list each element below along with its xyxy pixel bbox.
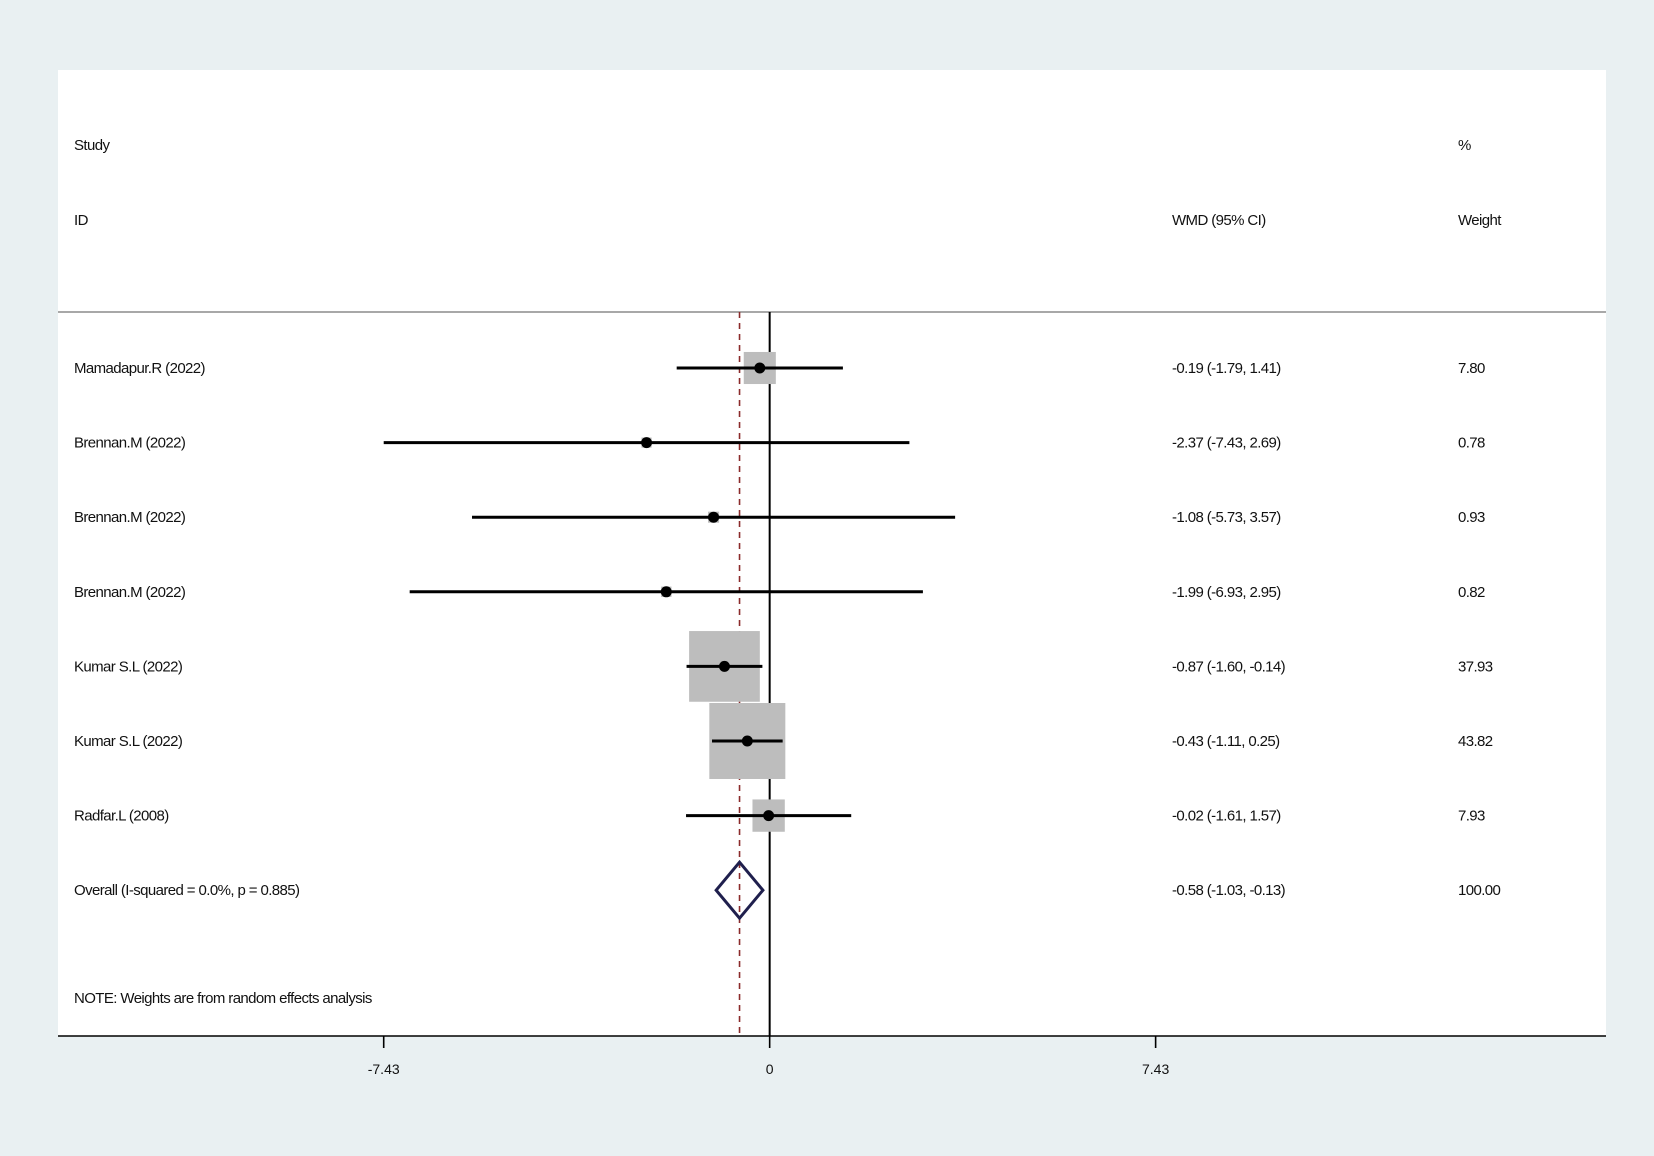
study-ci-text: -1.08 (-5.73, 3.57) bbox=[1172, 509, 1281, 526]
header-study: Study bbox=[74, 137, 110, 154]
study-label: Brennan.M (2022) bbox=[74, 509, 186, 526]
study-label: Radfar.L (2008) bbox=[74, 808, 169, 825]
overall-ci-text: -0.58 (-1.03, -0.13) bbox=[1172, 882, 1286, 899]
point-estimate bbox=[708, 511, 720, 523]
study-ci-text: -0.43 (-1.11, 0.25) bbox=[1172, 733, 1280, 750]
chart-marks bbox=[383, 312, 956, 1036]
study-label: Kumar S.L (2022) bbox=[74, 733, 183, 750]
study-weight-text: 0.82 bbox=[1458, 584, 1485, 601]
overall-label: Overall (I-squared = 0.0%, p = 0.885) bbox=[74, 882, 300, 899]
x-tick-label: -7.43 bbox=[368, 1061, 400, 1077]
header-id: ID bbox=[74, 212, 89, 229]
study-ci-text: -0.87 (-1.60, -0.14) bbox=[1172, 658, 1286, 675]
study-ci-text: -0.02 (-1.61, 1.57) bbox=[1172, 808, 1281, 825]
study-weight-text: 0.78 bbox=[1458, 435, 1485, 452]
table-header: Study ID WMD (95% CI) % Weight bbox=[74, 137, 1503, 229]
study-ci-text: -0.19 (-1.79, 1.41) bbox=[1172, 360, 1281, 377]
point-estimate bbox=[641, 437, 653, 449]
study-ci-text: -1.99 (-6.93, 2.95) bbox=[1172, 584, 1281, 601]
study-label: Kumar S.L (2022) bbox=[74, 658, 183, 675]
overall-weight-text: 100.00 bbox=[1458, 882, 1501, 899]
overall-diamond bbox=[714, 859, 765, 921]
study-weight-text: 7.93 bbox=[1458, 808, 1485, 825]
header-effect: WMD (95% CI) bbox=[1172, 212, 1266, 229]
x-axis: -7.43 0 7.43 bbox=[58, 1035, 1606, 1077]
study-ci-text: -2.37 (-7.43, 2.69) bbox=[1172, 435, 1281, 452]
study-label: Brennan.M (2022) bbox=[74, 584, 186, 601]
study-rows: Mamadapur.R (2022) -0.19 (-1.79, 1.41) 7.8… bbox=[74, 360, 1501, 899]
x-tick-label: 7.43 bbox=[1142, 1061, 1169, 1077]
header-weight-percent: % bbox=[1458, 137, 1471, 154]
point-estimate bbox=[718, 660, 730, 672]
x-tick-label: 0 bbox=[766, 1061, 774, 1077]
study-weight-text: 43.82 bbox=[1458, 733, 1493, 750]
study-weight-text: 37.93 bbox=[1458, 658, 1493, 675]
study-label: Mamadapur.R (2022) bbox=[74, 360, 206, 377]
study-label: Brennan.M (2022) bbox=[74, 435, 186, 452]
plot-panel bbox=[58, 70, 1606, 1036]
study-weight-text: 7.80 bbox=[1458, 360, 1485, 377]
study-weight-text: 0.93 bbox=[1458, 509, 1485, 526]
point-estimate bbox=[660, 586, 672, 598]
point-estimate bbox=[741, 735, 753, 747]
note-text: NOTE: Weights are from random effects an… bbox=[74, 990, 372, 1007]
point-estimate bbox=[754, 362, 766, 374]
header-weight: Weight bbox=[1458, 212, 1502, 229]
point-estimate bbox=[763, 810, 775, 822]
